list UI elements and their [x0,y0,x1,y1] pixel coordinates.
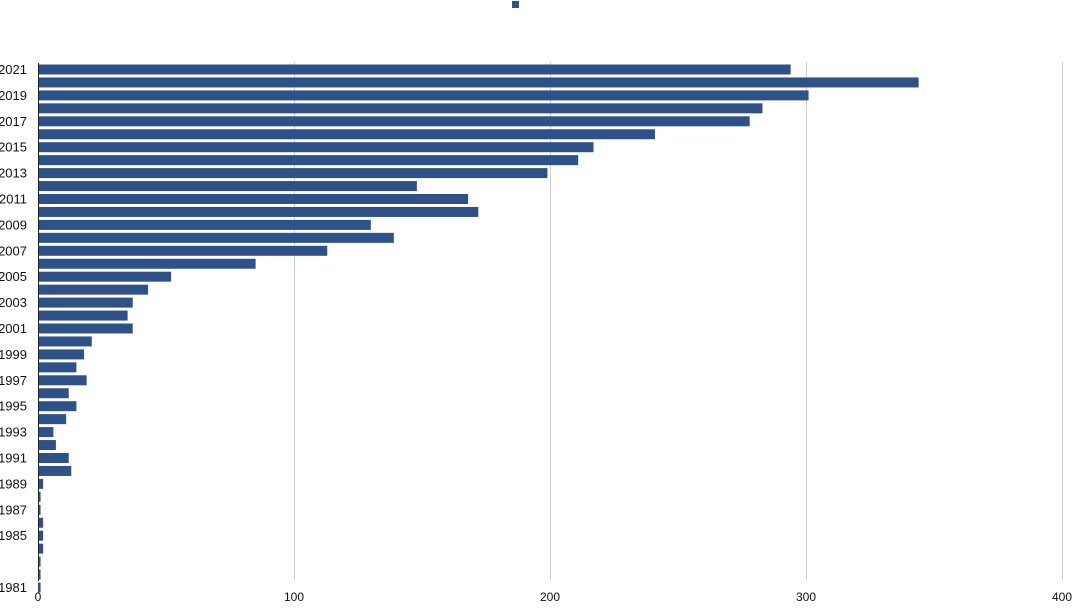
bar-1992 [38,440,56,451]
bar-2016 [38,129,655,140]
y-tick-label: 1981 [0,580,27,595]
y-tick-label: 2007 [0,243,27,258]
y-tick-label: 2001 [0,321,27,336]
bar-2021 [38,64,791,75]
y-tick-label: 1993 [0,425,27,440]
bar-2000 [38,336,92,347]
bar-1994 [38,414,67,425]
bar-1986 [38,517,44,528]
bars [38,64,919,593]
bar-2014 [38,155,579,166]
y-tick-label: 2015 [0,140,27,155]
y-tick-label: 2017 [0,114,27,129]
bar-1996 [38,388,69,399]
y-tick-label: 2003 [0,295,27,310]
x-tick-label: 400 [1052,590,1072,604]
y-tick-label: 1995 [0,399,27,414]
bar-1999 [38,349,85,360]
bar-2015 [38,142,594,153]
y-tick-label: 1987 [0,502,27,517]
bar-2010 [38,206,479,217]
bar-2003 [38,297,133,308]
x-tick-labels: 0 100 200 300 400 [35,590,1072,604]
bar-1998 [38,362,77,373]
bar-2020 [38,77,919,88]
bar-1989 [38,478,44,489]
bar-1988 [38,491,41,502]
bar-2019 [38,90,809,101]
bar-1997 [38,375,87,386]
x-tick-label: 100 [284,590,304,604]
y-tick-label: 1989 [0,476,27,491]
y-tick-label: 2013 [0,166,27,181]
bar-1981 [38,582,41,593]
y-tick-label: 1991 [0,451,27,466]
x-tick-label: 200 [540,590,560,604]
y-tick-labels: 2021 2019 2017 2015 2013 2011 2009 2007 2005 2003… [0,62,27,595]
bar-1983 [38,556,41,567]
y-tick-label: 2019 [0,88,27,103]
bar-2007 [38,245,328,256]
bar-2013 [38,168,548,179]
y-tick-label: 2011 [0,192,27,207]
y-tick-label: 1997 [0,373,27,388]
x-tick-label: 300 [796,590,816,604]
bar-2009 [38,219,371,230]
bar-2006 [38,258,256,269]
legend-swatch [512,1,519,8]
bar-2008 [38,232,394,243]
bar-2012 [38,181,417,192]
bar-2017 [38,116,750,127]
y-tick-label: 1999 [0,347,27,362]
bar-1985 [38,530,44,541]
bar-2004 [38,284,149,295]
bar-1990 [38,465,72,476]
bar-1987 [38,504,41,515]
bar-2018 [38,103,763,114]
y-tick-label: 2009 [0,217,27,232]
bar-2001 [38,323,133,334]
x-tick-label: 0 [35,590,42,604]
legend [512,1,519,8]
bar-1995 [38,401,77,412]
grid-lines [294,62,1063,580]
y-tick-label: 2021 [0,62,27,77]
y-tick-label: 2005 [0,269,27,284]
bar-2002 [38,310,128,321]
bar-1991 [38,453,69,463]
bar-1984 [38,543,44,554]
y-tick-label: 1985 [0,528,27,543]
bar-2011 [38,194,469,204]
bar-1993 [38,427,54,438]
bar-1982 [38,569,41,580]
bar-2005 [38,271,172,282]
